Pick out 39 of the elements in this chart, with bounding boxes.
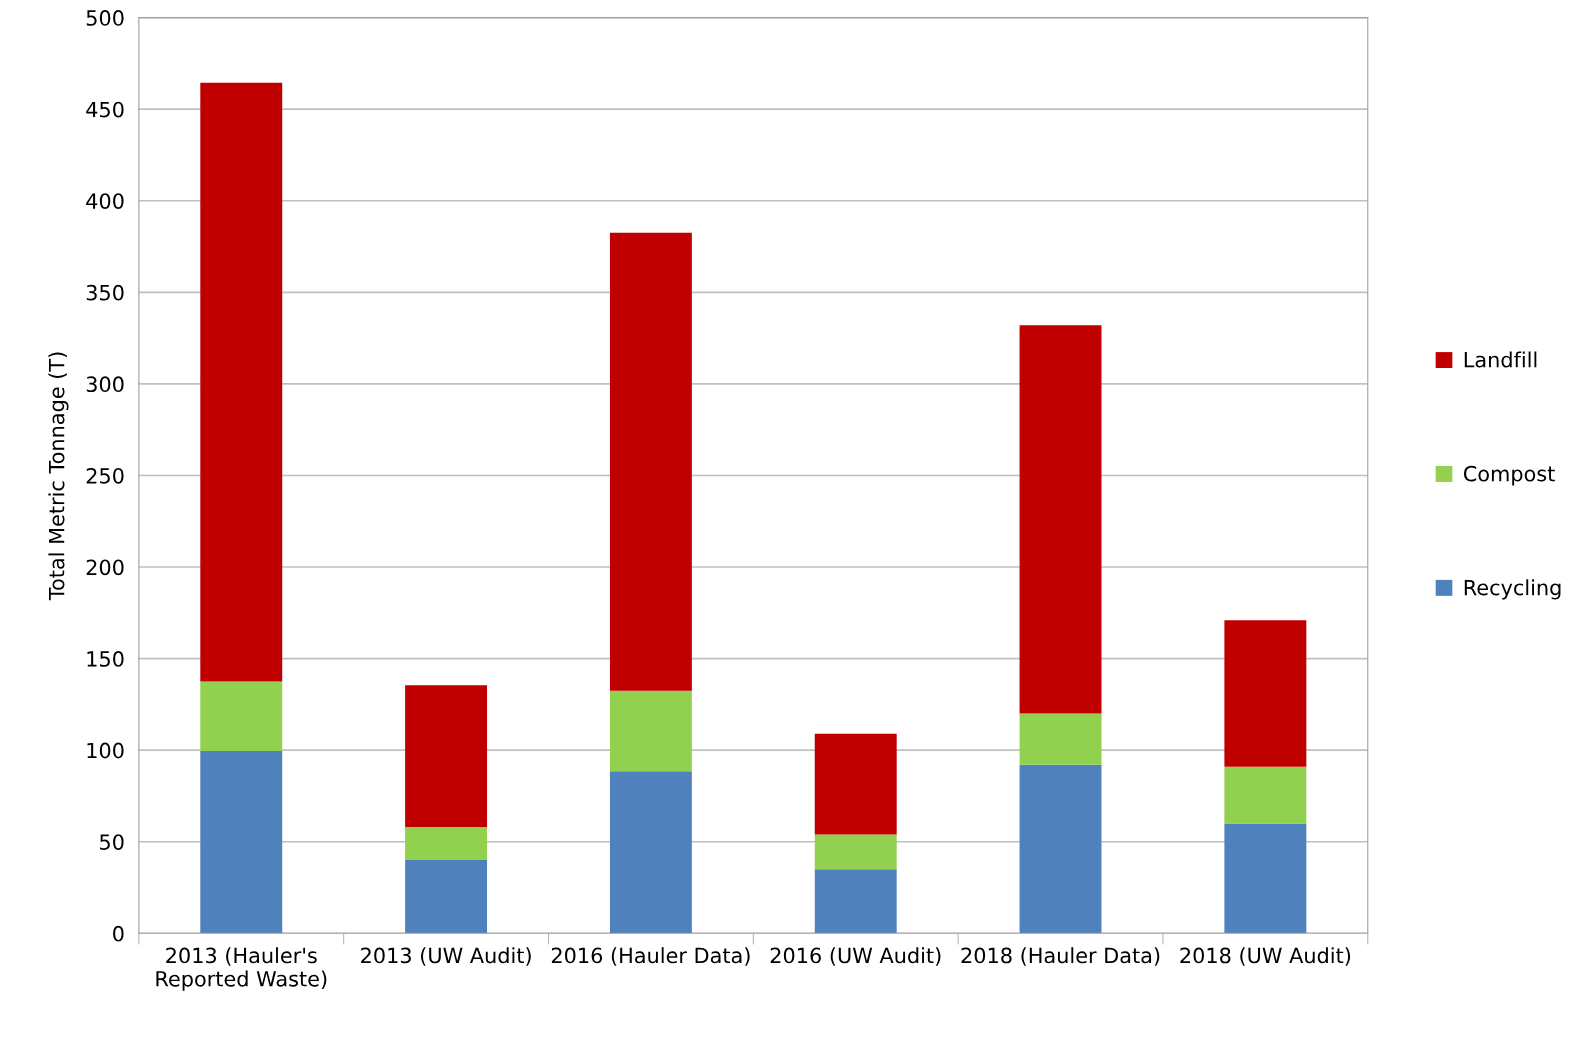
legend-label: Landfill <box>1464 351 1537 368</box>
y-tick-label: 350 <box>86 284 124 301</box>
bar <box>814 834 897 870</box>
y-tick-label: 250 <box>86 467 124 484</box>
y-tick-label: 400 <box>86 193 124 209</box>
x-tick-label: 2018 (Hauler Data) <box>961 947 1160 966</box>
x-tick-label: 2016 (UW Audit) <box>770 947 941 966</box>
bar <box>609 232 692 691</box>
bar <box>405 685 488 828</box>
y-axis-title: Total Metric Tonnage (T) <box>48 352 69 601</box>
bar <box>1224 823 1307 934</box>
y-tick-label: 100 <box>87 742 124 759</box>
legend-label: Recycling <box>1464 579 1561 600</box>
bar <box>609 690 692 772</box>
bar <box>1019 325 1102 714</box>
bar <box>405 860 488 934</box>
bar <box>1224 766 1307 824</box>
bar <box>1019 764 1102 934</box>
y-tick-label: 200 <box>86 559 124 576</box>
y-tick-label: 500 <box>86 10 124 26</box>
bar <box>405 827 488 861</box>
legend-label: Compost <box>1463 465 1555 486</box>
y-tick-label: 0 <box>113 925 124 942</box>
bar <box>814 869 897 934</box>
bar <box>814 733 897 835</box>
bar <box>200 82 283 682</box>
x-tick-label: 2013 (UW Audit) <box>361 947 531 966</box>
y-tick-label: 300 <box>86 376 124 393</box>
bar <box>200 751 283 934</box>
bar <box>1224 620 1307 767</box>
y-tick-label: 50 <box>100 834 124 850</box>
bar <box>200 681 283 752</box>
bar <box>1019 713 1102 765</box>
bar <box>609 771 692 934</box>
x-tick-label: 2013 (Hauler's Reported Waste) <box>156 947 327 991</box>
x-tick-label: 2018 (UW Audit) <box>1180 947 1351 966</box>
y-tick-label: 150 <box>87 651 124 667</box>
y-tick-label: 450 <box>86 101 124 118</box>
x-tick-label: 2016 (Hauler Data) <box>551 947 750 966</box>
